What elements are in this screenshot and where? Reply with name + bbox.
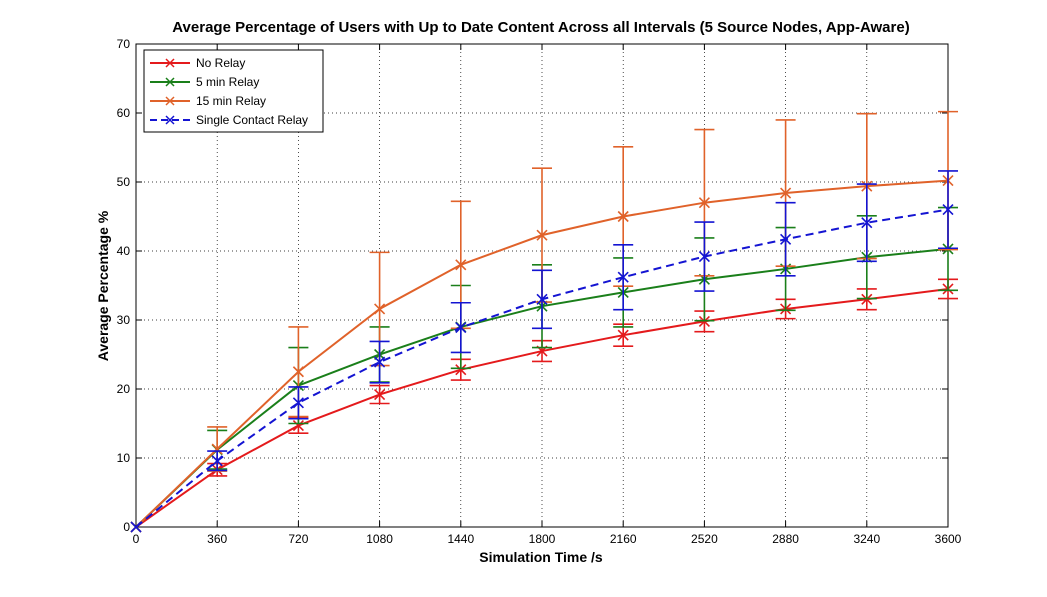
- data-point-marker: [536, 293, 548, 305]
- series-no-relay: [130, 278, 958, 533]
- data-point-marker: [698, 197, 710, 209]
- legend-item: 15 min Relay: [150, 94, 266, 108]
- data-point-marker: [780, 233, 792, 245]
- x-tick-label: 1800: [529, 532, 556, 546]
- y-axis-label: Average Percentage %: [95, 210, 111, 361]
- legend-swatch-marker: [165, 96, 175, 106]
- data-point-marker: [536, 229, 548, 241]
- x-tick-label: 0: [133, 532, 140, 546]
- legend-swatch-marker: [165, 77, 175, 87]
- legend-label: Single Contact Relay: [196, 113, 308, 127]
- legend-label: 15 min Relay: [196, 94, 266, 108]
- x-tick-label: 3600: [935, 532, 962, 546]
- data-point-marker: [292, 420, 304, 432]
- y-tick-label: 0: [123, 520, 130, 534]
- legend-item: No Relay: [150, 56, 245, 70]
- legend-item: 5 min Relay: [150, 75, 259, 89]
- legend: No Relay 5 min Relay 15 min Relay Single Co…: [143, 49, 324, 133]
- y-tick-label: 30: [117, 313, 131, 327]
- y-tick-label: 50: [117, 175, 131, 189]
- data-point-marker: [374, 303, 386, 315]
- x-tick-label: 1080: [366, 532, 393, 546]
- x-tick-label: 360: [207, 532, 227, 546]
- data-point-marker: [130, 521, 142, 533]
- data-point-marker: [942, 204, 954, 216]
- legend-label: No Relay: [196, 56, 245, 70]
- data-point-marker: [617, 329, 629, 341]
- data-point-marker: [455, 364, 467, 376]
- x-tick-label: 2880: [772, 532, 799, 546]
- data-point-marker: [780, 187, 792, 199]
- data-point-marker: [211, 443, 223, 455]
- x-tick-label: 720: [288, 532, 308, 546]
- y-tick-label: 20: [117, 382, 131, 396]
- series-5-min-relay: [130, 206, 958, 533]
- x-axis-label: Simulation Time /s: [479, 549, 603, 565]
- data-point-marker: [292, 366, 304, 378]
- series-single-contact-relay: [130, 170, 958, 533]
- data-point-marker: [211, 455, 223, 467]
- y-tick-label: 60: [117, 106, 131, 120]
- series-15-min-relay: [130, 110, 958, 533]
- data-point-marker: [455, 259, 467, 271]
- x-tick-label: 2160: [610, 532, 637, 546]
- chart-title: Average Percentage of Users with Up to D…: [172, 19, 909, 36]
- x-tick-label: 2520: [691, 532, 718, 546]
- y-tick-label: 70: [117, 37, 131, 51]
- legend-label: 5 min Relay: [196, 75, 259, 89]
- x-tick-label: 1440: [447, 532, 474, 546]
- data-point-marker: [292, 397, 304, 409]
- x-tick-label: 3240: [853, 532, 880, 546]
- legend-swatch-marker: [165, 115, 175, 125]
- data-point-marker: [374, 388, 386, 401]
- data-point-marker: [861, 217, 873, 229]
- data-point-marker: [617, 210, 629, 223]
- data-point-marker: [374, 356, 386, 368]
- series-layer: [130, 110, 958, 533]
- y-tick-label: 10: [117, 451, 131, 465]
- data-point-marker: [617, 271, 629, 283]
- x-axis-ticks: 0 360 720 1080 1440 1800 2160 2520 2880 3240 3600: [133, 44, 962, 546]
- data-point-marker: [455, 322, 467, 334]
- data-point-marker: [698, 250, 710, 263]
- legend-item: Single Contact Relay: [150, 113, 308, 127]
- legend-swatch-marker: [165, 58, 175, 68]
- y-tick-label: 40: [117, 244, 131, 258]
